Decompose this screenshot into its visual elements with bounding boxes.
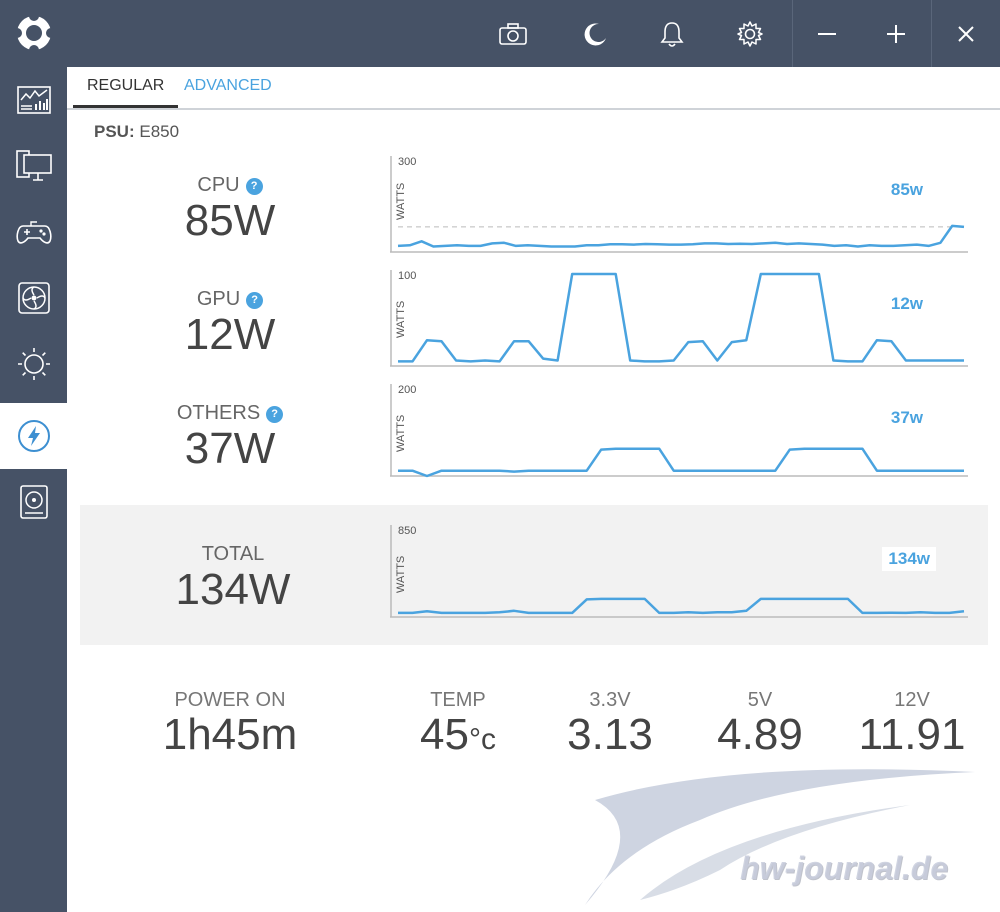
gpu-label: GPU? xyxy=(80,288,380,311)
temp-number: 45 xyxy=(420,710,469,759)
total-chart-unit: WATTS xyxy=(395,555,407,593)
sidebar-item-system[interactable] xyxy=(0,133,67,199)
monitor-icon xyxy=(15,150,52,181)
v12-label: 12V xyxy=(894,689,930,711)
total-value: 134W xyxy=(175,565,291,614)
total-label: TOTAL xyxy=(201,543,265,565)
gpu-chart-max: 100 xyxy=(398,270,417,282)
cpu-chart-current: 85w xyxy=(890,180,923,199)
help-icon[interactable]: ? xyxy=(245,178,263,195)
power-on-label: POWER ON xyxy=(174,689,286,711)
total-chart: 850 WATTS 134w xyxy=(390,525,968,621)
maximize-icon[interactable] xyxy=(862,0,930,67)
cpu-chart-unit: WATTS xyxy=(395,182,407,220)
others-chart-svg xyxy=(390,384,968,478)
help-icon[interactable]: ? xyxy=(246,292,264,309)
temp-label: TEMP xyxy=(430,689,486,711)
total-chart-max: 850 xyxy=(398,525,417,537)
gpu-chart: 100 WATTS 12w xyxy=(390,270,968,370)
others-label: OTHERS? xyxy=(80,402,380,425)
tab-regular[interactable]: REGULAR xyxy=(73,67,179,108)
divider xyxy=(792,0,793,67)
dashboard-icon xyxy=(16,86,51,114)
psu-model: PSU: E850 xyxy=(94,122,179,142)
cpu-chart: 300 WATTS 85w xyxy=(390,156,968,256)
v12-value: 11.91 xyxy=(858,710,966,759)
cpu-value: 85W xyxy=(184,196,276,245)
gear-icon[interactable] xyxy=(730,14,770,54)
sidebar-item-games[interactable] xyxy=(0,199,67,265)
bell-icon[interactable] xyxy=(652,14,692,54)
moon-icon[interactable] xyxy=(575,14,615,54)
v33-value: 3.13 xyxy=(567,710,653,759)
total-chart-svg xyxy=(390,525,968,618)
sidebar-item-dashboard[interactable] xyxy=(0,67,67,133)
gpu-chart-current: 12w xyxy=(890,294,923,313)
power-icon xyxy=(17,420,50,452)
others-value: 37W xyxy=(184,424,276,473)
gpu-chart-unit: WATTS xyxy=(395,300,407,338)
series-line-cpu xyxy=(397,224,965,248)
temp-unit: °c xyxy=(468,723,496,756)
v5-value: 4.89 xyxy=(717,710,803,759)
others-chart: 200 WATTS 37w xyxy=(390,384,968,480)
series-line-others xyxy=(398,447,964,478)
psu-model-value: E850 xyxy=(139,122,180,141)
cpu-chart-max: 300 xyxy=(398,156,417,168)
power-on-value: 1h45m xyxy=(162,710,298,759)
others-chart-current: 37w xyxy=(890,408,923,427)
gpu-value: 12W xyxy=(184,310,276,359)
watermark-text: hw-journal.de xyxy=(740,850,948,886)
psu-label: PSU: xyxy=(94,122,135,141)
tab-advanced[interactable]: ADVANCED xyxy=(184,77,272,94)
app-logo xyxy=(14,13,54,53)
gamepad-icon xyxy=(15,221,52,244)
temp-value: 45°c xyxy=(398,710,518,760)
series-line-total xyxy=(398,597,965,615)
fan-icon xyxy=(17,282,50,314)
camera-icon[interactable] xyxy=(493,14,533,54)
tab-bar: REGULAR ADVANCED xyxy=(67,67,1000,110)
gpu-label-text: GPU xyxy=(196,288,241,310)
close-icon[interactable] xyxy=(932,0,1000,67)
v5-label: 5V xyxy=(747,689,773,711)
sidebar xyxy=(0,67,67,912)
series-line-gpu xyxy=(398,272,964,363)
others-chart-max: 200 xyxy=(398,384,417,396)
divider xyxy=(931,0,932,67)
total-section: TOTAL 134W 850 WATTS 134w xyxy=(80,505,988,645)
others-chart-unit: WATTS xyxy=(395,414,407,452)
sidebar-item-storage[interactable] xyxy=(0,469,67,535)
total-chart-current: 134w xyxy=(882,547,936,571)
others-label-text: OTHERS xyxy=(176,402,261,424)
sidebar-item-power[interactable] xyxy=(0,403,67,469)
cpu-label: CPU? xyxy=(80,174,380,197)
v33-label: 3.3V xyxy=(589,689,631,711)
cpu-label-text: CPU xyxy=(197,174,240,196)
cpu-chart-svg xyxy=(390,156,968,253)
brightness-icon xyxy=(17,348,50,380)
help-icon[interactable]: ? xyxy=(266,406,284,423)
gpu-chart-svg xyxy=(390,270,968,367)
sidebar-item-fans[interactable] xyxy=(0,265,67,331)
minimize-icon[interactable] xyxy=(793,0,861,67)
title-bar xyxy=(0,0,1000,67)
watermark-logo xyxy=(585,769,975,905)
storage-icon xyxy=(19,485,48,519)
sidebar-item-lighting[interactable] xyxy=(0,331,67,397)
